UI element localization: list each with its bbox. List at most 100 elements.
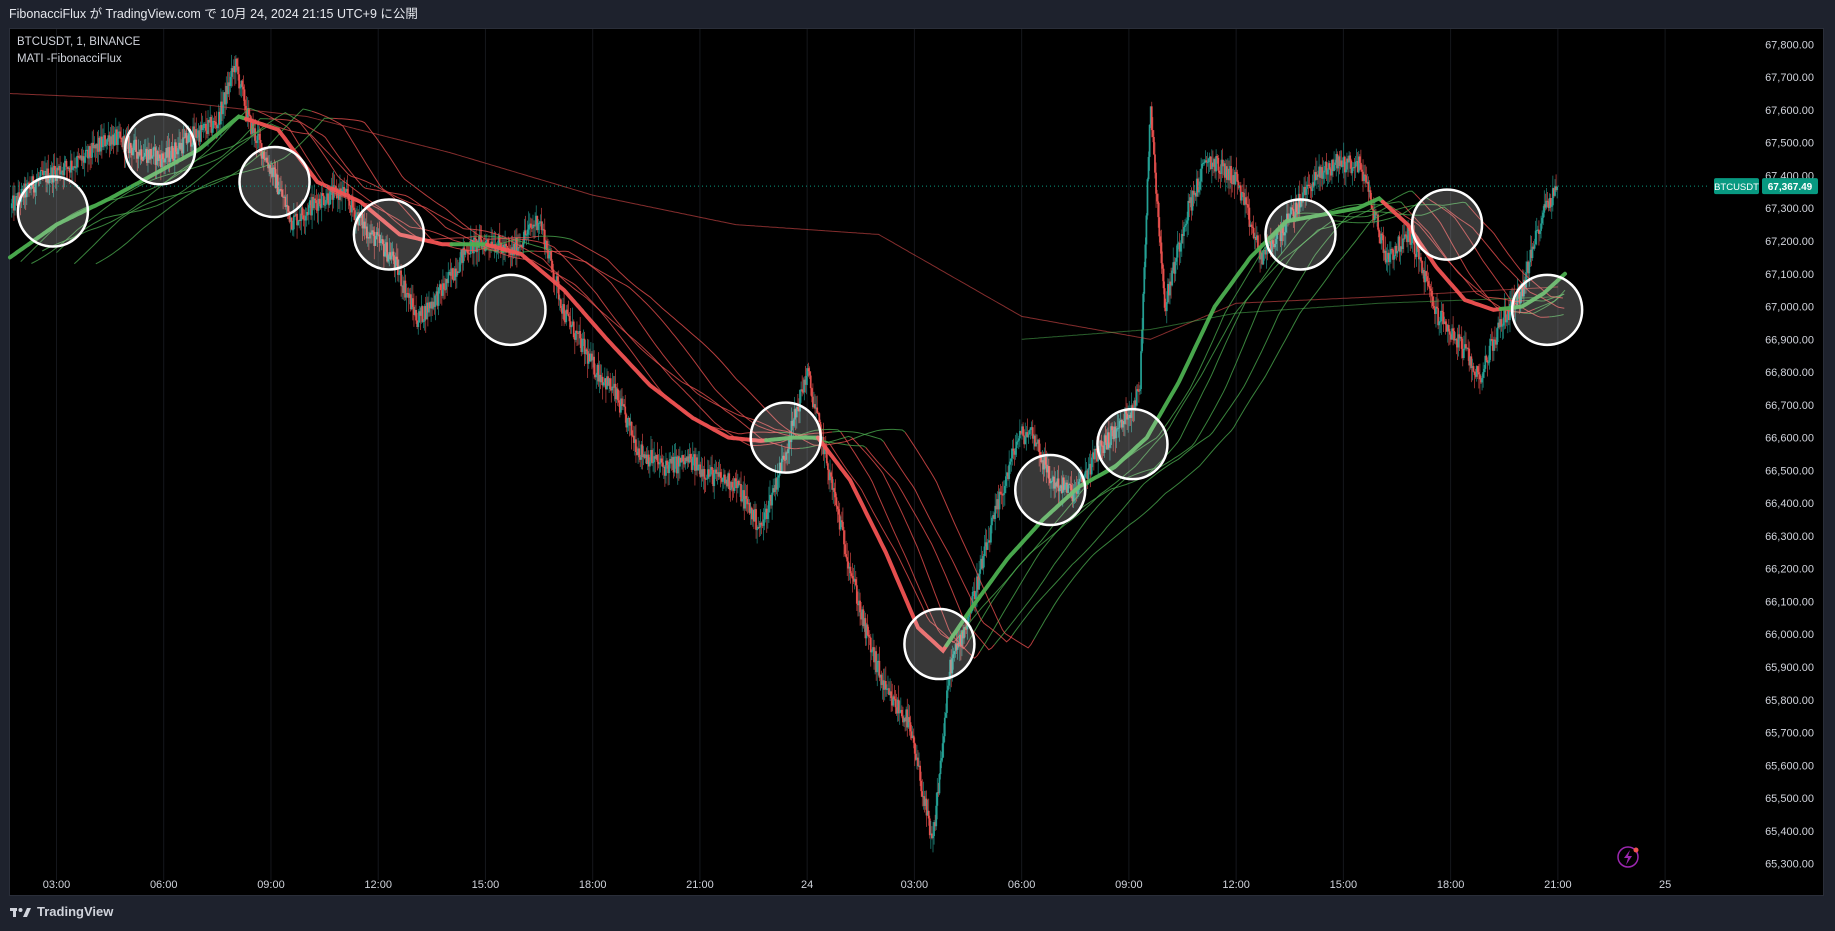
candle-body	[1130, 405, 1133, 418]
y-tick-label: 67,300.00	[1765, 203, 1814, 215]
candle-body	[875, 651, 878, 673]
candle-body	[1100, 440, 1103, 446]
candle-body	[1147, 156, 1150, 180]
candle-body	[474, 237, 476, 240]
x-tick-label: 03:00	[901, 879, 929, 891]
candle-body	[314, 198, 317, 201]
x-tick-label: 06:00	[1008, 879, 1036, 891]
candle-body	[1290, 207, 1293, 215]
candle-body	[1223, 163, 1226, 178]
candle-body	[800, 389, 802, 391]
candle-body	[567, 313, 570, 317]
y-tick-label: 67,700.00	[1765, 72, 1814, 84]
candle-body	[282, 196, 285, 198]
candle-body	[839, 520, 842, 530]
candle-body	[921, 791, 924, 797]
candle-body	[534, 225, 537, 227]
candle-body	[128, 143, 131, 154]
candle-body	[58, 165, 60, 171]
candle-body	[1242, 192, 1244, 194]
candle-body	[1313, 171, 1316, 186]
candle-body	[1464, 344, 1466, 349]
candle-body	[1411, 230, 1414, 244]
candle-body	[507, 247, 510, 249]
candle-body	[315, 200, 318, 204]
candle-body	[468, 253, 471, 255]
candle-body	[1371, 209, 1374, 211]
candle-body	[700, 469, 703, 477]
candle-body	[972, 591, 975, 593]
candle-body	[1204, 160, 1207, 163]
candle-body	[973, 591, 976, 600]
candle-body	[150, 149, 153, 159]
candle-body	[94, 144, 97, 149]
candle-body	[851, 576, 854, 579]
lightning-icon[interactable]	[1617, 846, 1639, 868]
candle-body	[284, 196, 287, 207]
candle-body	[1549, 197, 1552, 207]
candle-body	[1295, 202, 1298, 212]
candle-body	[783, 455, 785, 460]
candle-body	[122, 136, 125, 148]
candle-body	[817, 412, 820, 414]
candle-body	[451, 268, 454, 280]
candle-body	[1484, 355, 1487, 369]
candle-body	[1353, 167, 1356, 169]
x-tick-label: 24	[801, 879, 813, 891]
candle-body	[366, 237, 369, 239]
candle-body	[159, 158, 162, 168]
candle-body	[1461, 348, 1464, 359]
candle-body	[714, 469, 717, 473]
candle-body	[241, 80, 244, 87]
tradingview-brand[interactable]: TradingView	[10, 904, 113, 919]
candle-body	[1010, 458, 1013, 462]
y-tick-label: 66,800.00	[1765, 367, 1814, 379]
candle-body	[621, 398, 623, 406]
candle-body	[855, 585, 858, 604]
candle-body	[1120, 419, 1123, 428]
candle-body	[1459, 336, 1462, 339]
candle-body	[1395, 245, 1398, 254]
candle-body	[1021, 426, 1023, 434]
candle-body	[77, 155, 80, 158]
candle-body	[259, 139, 262, 144]
trend-marker-circle	[749, 401, 822, 474]
candle-body	[984, 542, 987, 547]
candle-body	[273, 167, 276, 170]
candle-body	[239, 87, 242, 89]
candle-body	[1394, 245, 1397, 256]
candle-body	[716, 472, 719, 474]
candle-body	[72, 167, 74, 170]
candle-body	[1185, 223, 1187, 226]
candle-body	[1527, 261, 1530, 274]
candle-body	[1033, 435, 1036, 447]
x-tick-label: 03:00	[43, 879, 71, 891]
candle-body	[1379, 237, 1382, 244]
candle-body	[423, 305, 426, 321]
candle-body	[677, 456, 680, 467]
candle-body	[988, 540, 991, 543]
candle-body	[748, 503, 751, 514]
candle-body	[1332, 159, 1334, 172]
candle-body	[792, 419, 795, 426]
x-tick-label: 18:00	[579, 879, 607, 891]
ma-ribbon-line	[573, 239, 854, 446]
candle-body	[1085, 470, 1088, 472]
candle-body	[404, 280, 407, 298]
candle-body	[403, 280, 406, 293]
candle-body	[229, 76, 232, 86]
candle-body	[1441, 310, 1444, 313]
candle-body	[564, 320, 567, 323]
candle-body	[795, 407, 798, 418]
ma-ribbon-line	[333, 117, 540, 240]
candle-body	[84, 149, 87, 158]
candle-body	[1122, 421, 1125, 425]
candle-body	[1047, 466, 1050, 479]
candle-body	[963, 627, 965, 639]
candle-body	[610, 389, 613, 391]
ma-ribbon-line	[799, 435, 852, 449]
chart-svg[interactable]: 65,300.00 65,400.00 65,500.00 65,600.00 65,7…	[0, 0, 1835, 896]
candle-body	[1346, 158, 1348, 170]
candle-body	[916, 757, 918, 760]
candle-body	[447, 272, 450, 284]
